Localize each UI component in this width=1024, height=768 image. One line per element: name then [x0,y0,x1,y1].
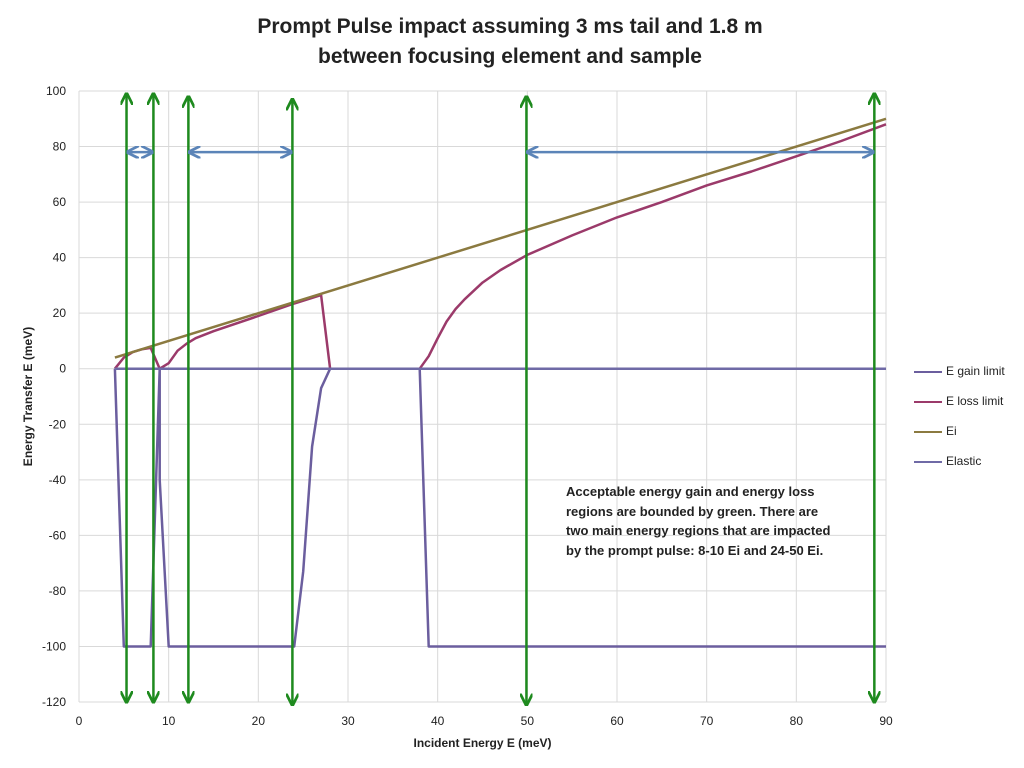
legend-item-elastic: Elastic [914,452,1005,482]
legend-label-e-loss-limit: E loss limit [946,394,1004,408]
legend-label-ei: Ei [946,424,957,438]
y-tick-label-60: 60 [53,195,67,209]
x-tick-label-60: 60 [610,714,624,728]
x-tick-label-0: 0 [76,714,83,728]
y-tick-label--120: -120 [42,695,66,709]
chart-title-line-1: Prompt Pulse impact assuming 3 ms tail a… [257,15,763,38]
grid [78,90,887,703]
y-tick-label--100: -100 [42,639,66,653]
y-tick-label--80: -80 [49,584,67,598]
x-tick-label-40: 40 [431,714,445,728]
series-lines [113,117,887,648]
x-tick-label-90: 90 [879,714,893,728]
y-axis-title: Energy Transfer E (meV) [21,327,35,466]
legend-swatch-elastic [914,461,942,463]
legend-swatch-ei [914,431,942,433]
legend: E gain limit E loss limit Ei Elastic [914,362,1005,482]
y-tick-label-0: 0 [59,362,66,376]
x-axis-title: Incident Energy E (meV) [413,736,551,750]
y-tick-label-20: 20 [53,306,67,320]
series-line-e-loss-limit [113,123,887,370]
y-tick-label-40: 40 [53,251,67,265]
legend-swatch-e-gain-limit [914,371,942,373]
legend-swatch-e-loss-limit [914,401,942,403]
x-tick-label-30: 30 [341,714,355,728]
y-tick-label--40: -40 [49,473,67,487]
axis-ticks: 100 80 60 40 20 0 -20 -40 -60 -80 -100 -120 0 10 20 30 4… [42,84,893,728]
legend-item-ei: Ei [914,422,1005,452]
series-line-ei [114,117,887,359]
chart-title: Prompt Pulse impact assuming 3 ms tail a… [130,12,890,72]
legend-label-e-gain-limit: E gain limit [946,364,1005,378]
legend-label-elastic: Elastic [946,454,982,468]
legend-item-e-gain-limit: E gain limit [914,362,1005,392]
legend-item-e-loss-limit: E loss limit [914,392,1005,422]
chart-annotation: Acceptable energy gain and energy loss r… [566,484,831,558]
x-tick-label-10: 10 [162,714,176,728]
x-tick-label-70: 70 [700,714,714,728]
x-tick-label-20: 20 [252,714,266,728]
x-tick-label-80: 80 [790,714,804,728]
y-tick-label-80: 80 [53,140,67,154]
y-tick-label--20: -20 [49,417,67,431]
y-tick-label-100: 100 [46,84,66,98]
chart-title-line-2: between focusing element and sample [318,45,702,68]
y-tick-label--60: -60 [49,528,67,542]
arrows [127,94,875,705]
x-tick-label-50: 50 [521,714,535,728]
